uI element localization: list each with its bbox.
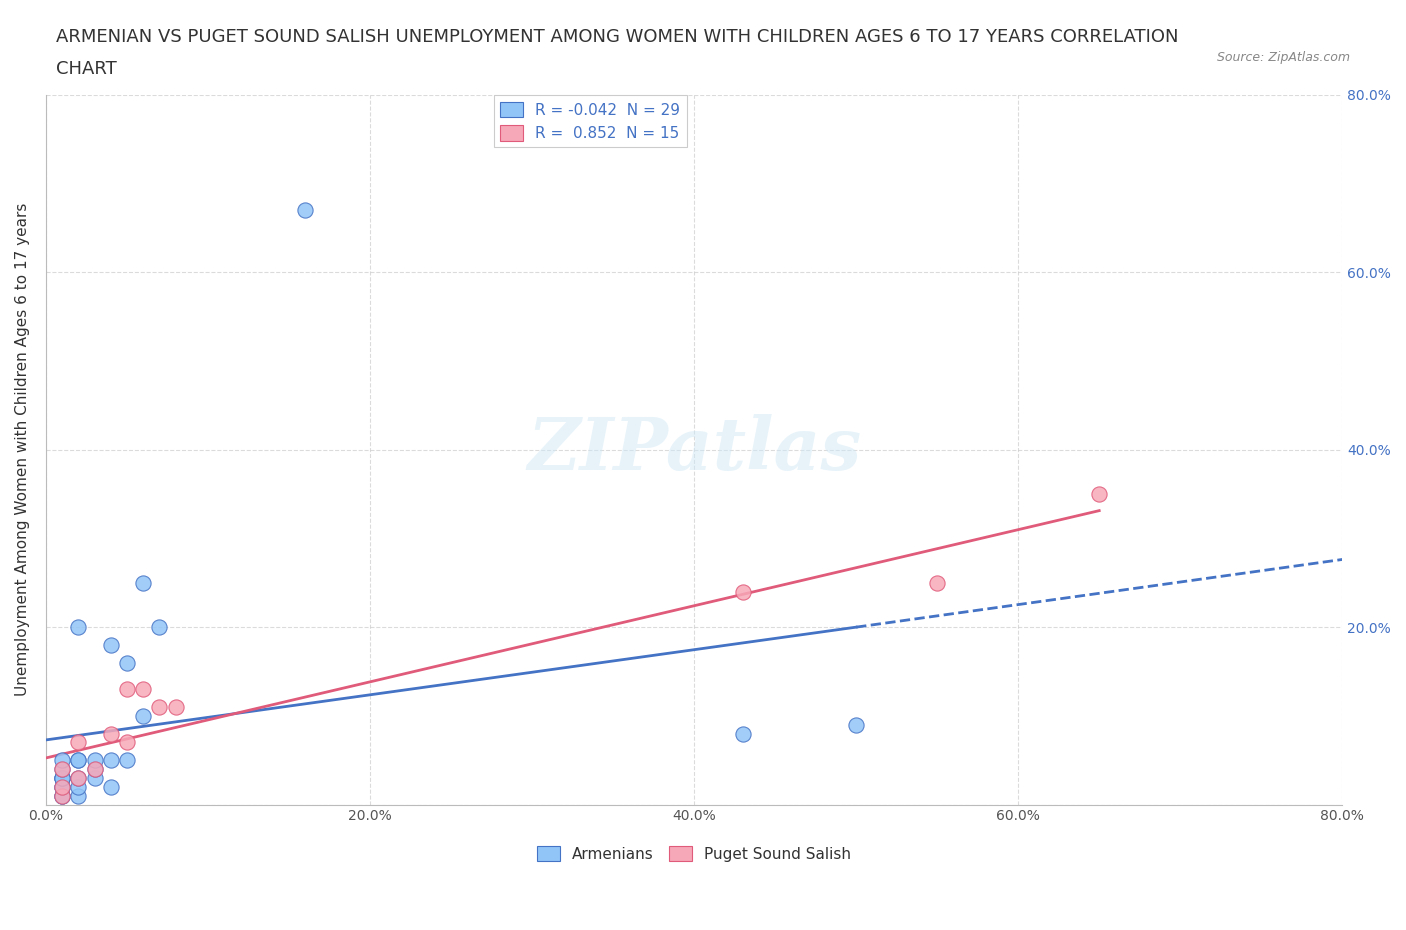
- Point: [67, 770, 90, 785]
- Point: [67, 789, 90, 804]
- Point: [67, 752, 90, 767]
- Point: [83, 752, 105, 767]
- Point: [83, 770, 105, 785]
- Point: [731, 726, 754, 741]
- Point: [845, 717, 868, 732]
- Point: [67, 735, 90, 750]
- Point: [165, 699, 187, 714]
- Point: [731, 584, 754, 599]
- Point: [83, 762, 105, 777]
- Point: [51, 770, 73, 785]
- Point: [51, 779, 73, 794]
- Point: [51, 789, 73, 804]
- Point: [100, 779, 122, 794]
- Point: [67, 619, 90, 634]
- Text: ARMENIAN VS PUGET SOUND SALISH UNEMPLOYMENT AMONG WOMEN WITH CHILDREN AGES 6 TO : ARMENIAN VS PUGET SOUND SALISH UNEMPLOYM…: [56, 28, 1178, 46]
- Point: [132, 682, 155, 697]
- Point: [51, 770, 73, 785]
- Point: [115, 752, 138, 767]
- Point: [115, 655, 138, 670]
- Text: Source: ZipAtlas.com: Source: ZipAtlas.com: [1216, 51, 1350, 64]
- Point: [132, 576, 155, 591]
- Point: [67, 779, 90, 794]
- Point: [51, 779, 73, 794]
- Point: [51, 770, 73, 785]
- Point: [115, 682, 138, 697]
- Point: [115, 735, 138, 750]
- Point: [83, 762, 105, 777]
- Point: [132, 709, 155, 724]
- Point: [100, 752, 122, 767]
- Legend: Armenians, Puget Sound Salish: Armenians, Puget Sound Salish: [531, 840, 858, 868]
- Point: [100, 726, 122, 741]
- Point: [51, 752, 73, 767]
- Point: [51, 789, 73, 804]
- Text: ZIPatlas: ZIPatlas: [527, 414, 862, 485]
- Point: [148, 619, 170, 634]
- Point: [1088, 486, 1111, 501]
- Point: [148, 699, 170, 714]
- Point: [100, 637, 122, 652]
- Point: [294, 203, 316, 218]
- Point: [51, 789, 73, 804]
- Point: [51, 779, 73, 794]
- Y-axis label: Unemployment Among Women with Children Ages 6 to 17 years: Unemployment Among Women with Children A…: [15, 203, 30, 697]
- Text: CHART: CHART: [56, 60, 117, 78]
- Point: [67, 770, 90, 785]
- Point: [51, 762, 73, 777]
- Point: [927, 576, 949, 591]
- Point: [67, 752, 90, 767]
- Point: [51, 762, 73, 777]
